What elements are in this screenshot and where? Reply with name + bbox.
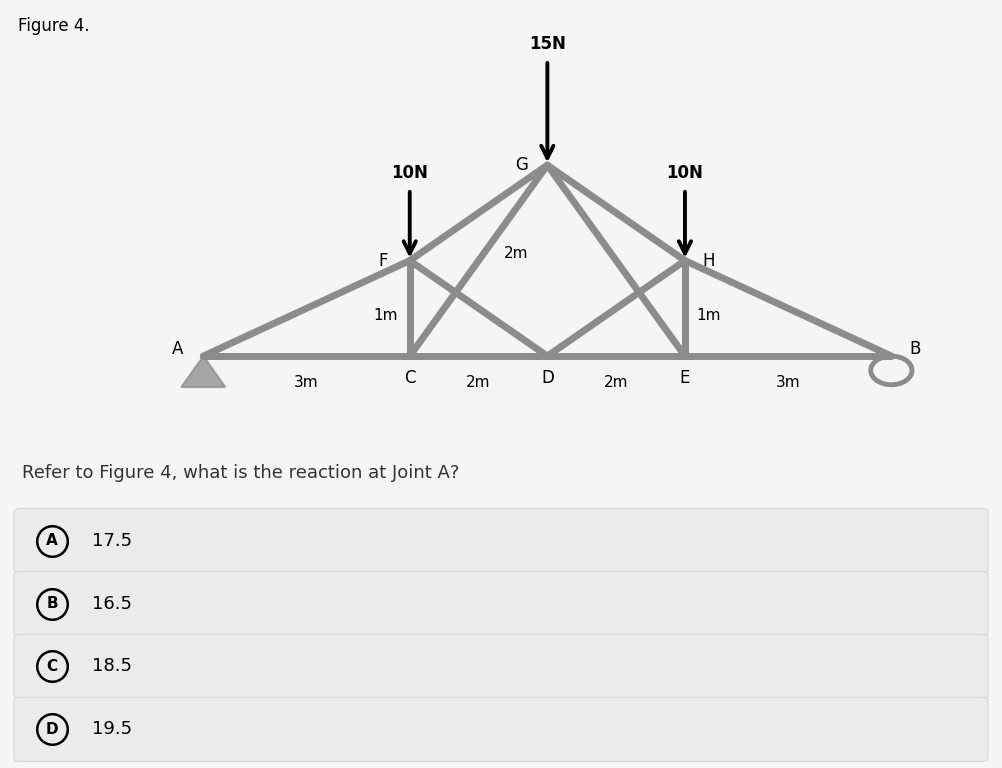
Text: C: C [46,659,58,674]
Text: B: B [46,596,58,611]
Text: 2m: 2m [504,246,529,261]
Text: 15N: 15N [529,35,566,53]
FancyBboxPatch shape [14,634,988,699]
Text: 16.5: 16.5 [92,594,132,613]
Text: C: C [404,369,416,386]
Text: 1m: 1m [696,308,721,323]
Text: 18.5: 18.5 [92,657,132,676]
FancyBboxPatch shape [14,697,988,762]
Text: Figure 4.: Figure 4. [18,17,89,35]
Text: 10N: 10N [666,164,703,182]
Text: G: G [515,156,528,174]
FancyBboxPatch shape [14,508,988,573]
Text: F: F [379,252,389,270]
Text: 3m: 3m [295,375,319,390]
Text: 17.5: 17.5 [92,531,132,550]
Text: 19.5: 19.5 [92,720,132,738]
Text: A: A [46,533,58,548]
Text: 3m: 3m [776,375,801,390]
Text: H: H [702,252,715,270]
Text: B: B [910,340,921,358]
Text: 1m: 1m [374,308,398,323]
Text: E: E [679,369,690,386]
Text: D: D [46,722,58,737]
Polygon shape [181,356,225,387]
FancyBboxPatch shape [14,571,988,636]
Text: Refer to Figure 4, what is the reaction at Joint A?: Refer to Figure 4, what is the reaction … [22,465,460,482]
Text: 2m: 2m [604,375,628,390]
Text: A: A [171,340,183,358]
Text: 2m: 2m [466,375,491,390]
Text: 10N: 10N [392,164,428,182]
Text: D: D [541,369,554,386]
